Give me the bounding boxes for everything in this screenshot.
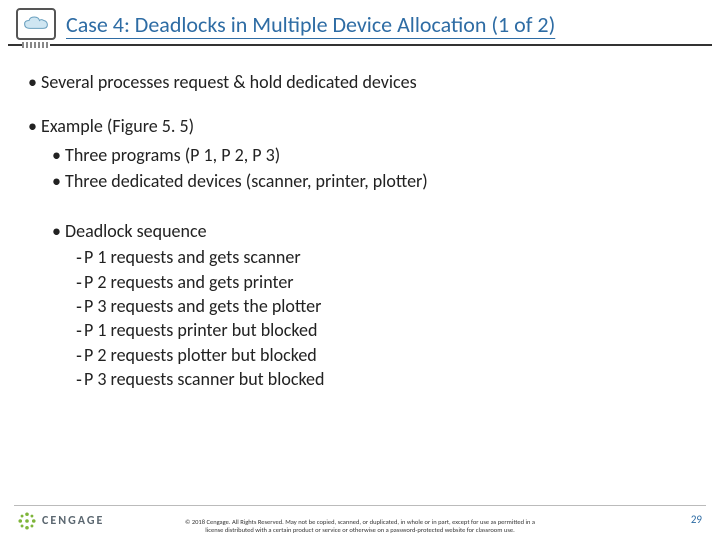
bullet-lvl1: Example (Figure 5. 5) (28, 114, 692, 138)
cloud-icon (16, 8, 56, 40)
slide-title: Case 4: Deadlocks in Multiple Device All… (66, 11, 704, 38)
sequence-item: P 2 requests plotter but blocked (76, 343, 692, 367)
copyright-text: © 2018 Cengage. All Rights Reserved. May… (185, 519, 535, 534)
bullet-lvl2: Deadlock sequence (52, 219, 692, 243)
slide-body: Several processes request & hold dedicat… (0, 46, 720, 540)
bullet-lvl2: Three dedicated devices (scanner, printe… (52, 169, 692, 193)
sequence-item: P 1 requests printer but blocked (76, 318, 692, 342)
sequence-item: P 3 requests scanner but blocked (76, 367, 692, 391)
slide-footer: CENGAGE © 2018 Cengage. All Rights Reser… (0, 519, 720, 534)
copyright-line: license distributed with a certain produ… (205, 526, 515, 534)
bullet-lvl2: Three programs (P 1, P 2, P 3) (52, 143, 692, 167)
footer-rule (14, 505, 706, 506)
page-number: 29 (691, 513, 702, 526)
sequence-item: P 3 requests and gets the plotter (76, 294, 692, 318)
star-icon (18, 512, 36, 530)
bullet-lvl1: Several processes request & hold dedicat… (28, 70, 692, 94)
slide: Case 4: Deadlocks in Multiple Device All… (0, 0, 720, 540)
sequence-item: P 1 requests and gets scanner (76, 245, 692, 269)
brand-text: CENGAGE (42, 514, 104, 528)
brand-logo: CENGAGE (18, 512, 104, 530)
sequence-item: P 2 requests and gets printer (76, 270, 692, 294)
slide-header: Case 4: Deadlocks in Multiple Device All… (8, 0, 712, 46)
sequence-list: P 1 requests and gets scanner P 2 reques… (76, 245, 692, 391)
